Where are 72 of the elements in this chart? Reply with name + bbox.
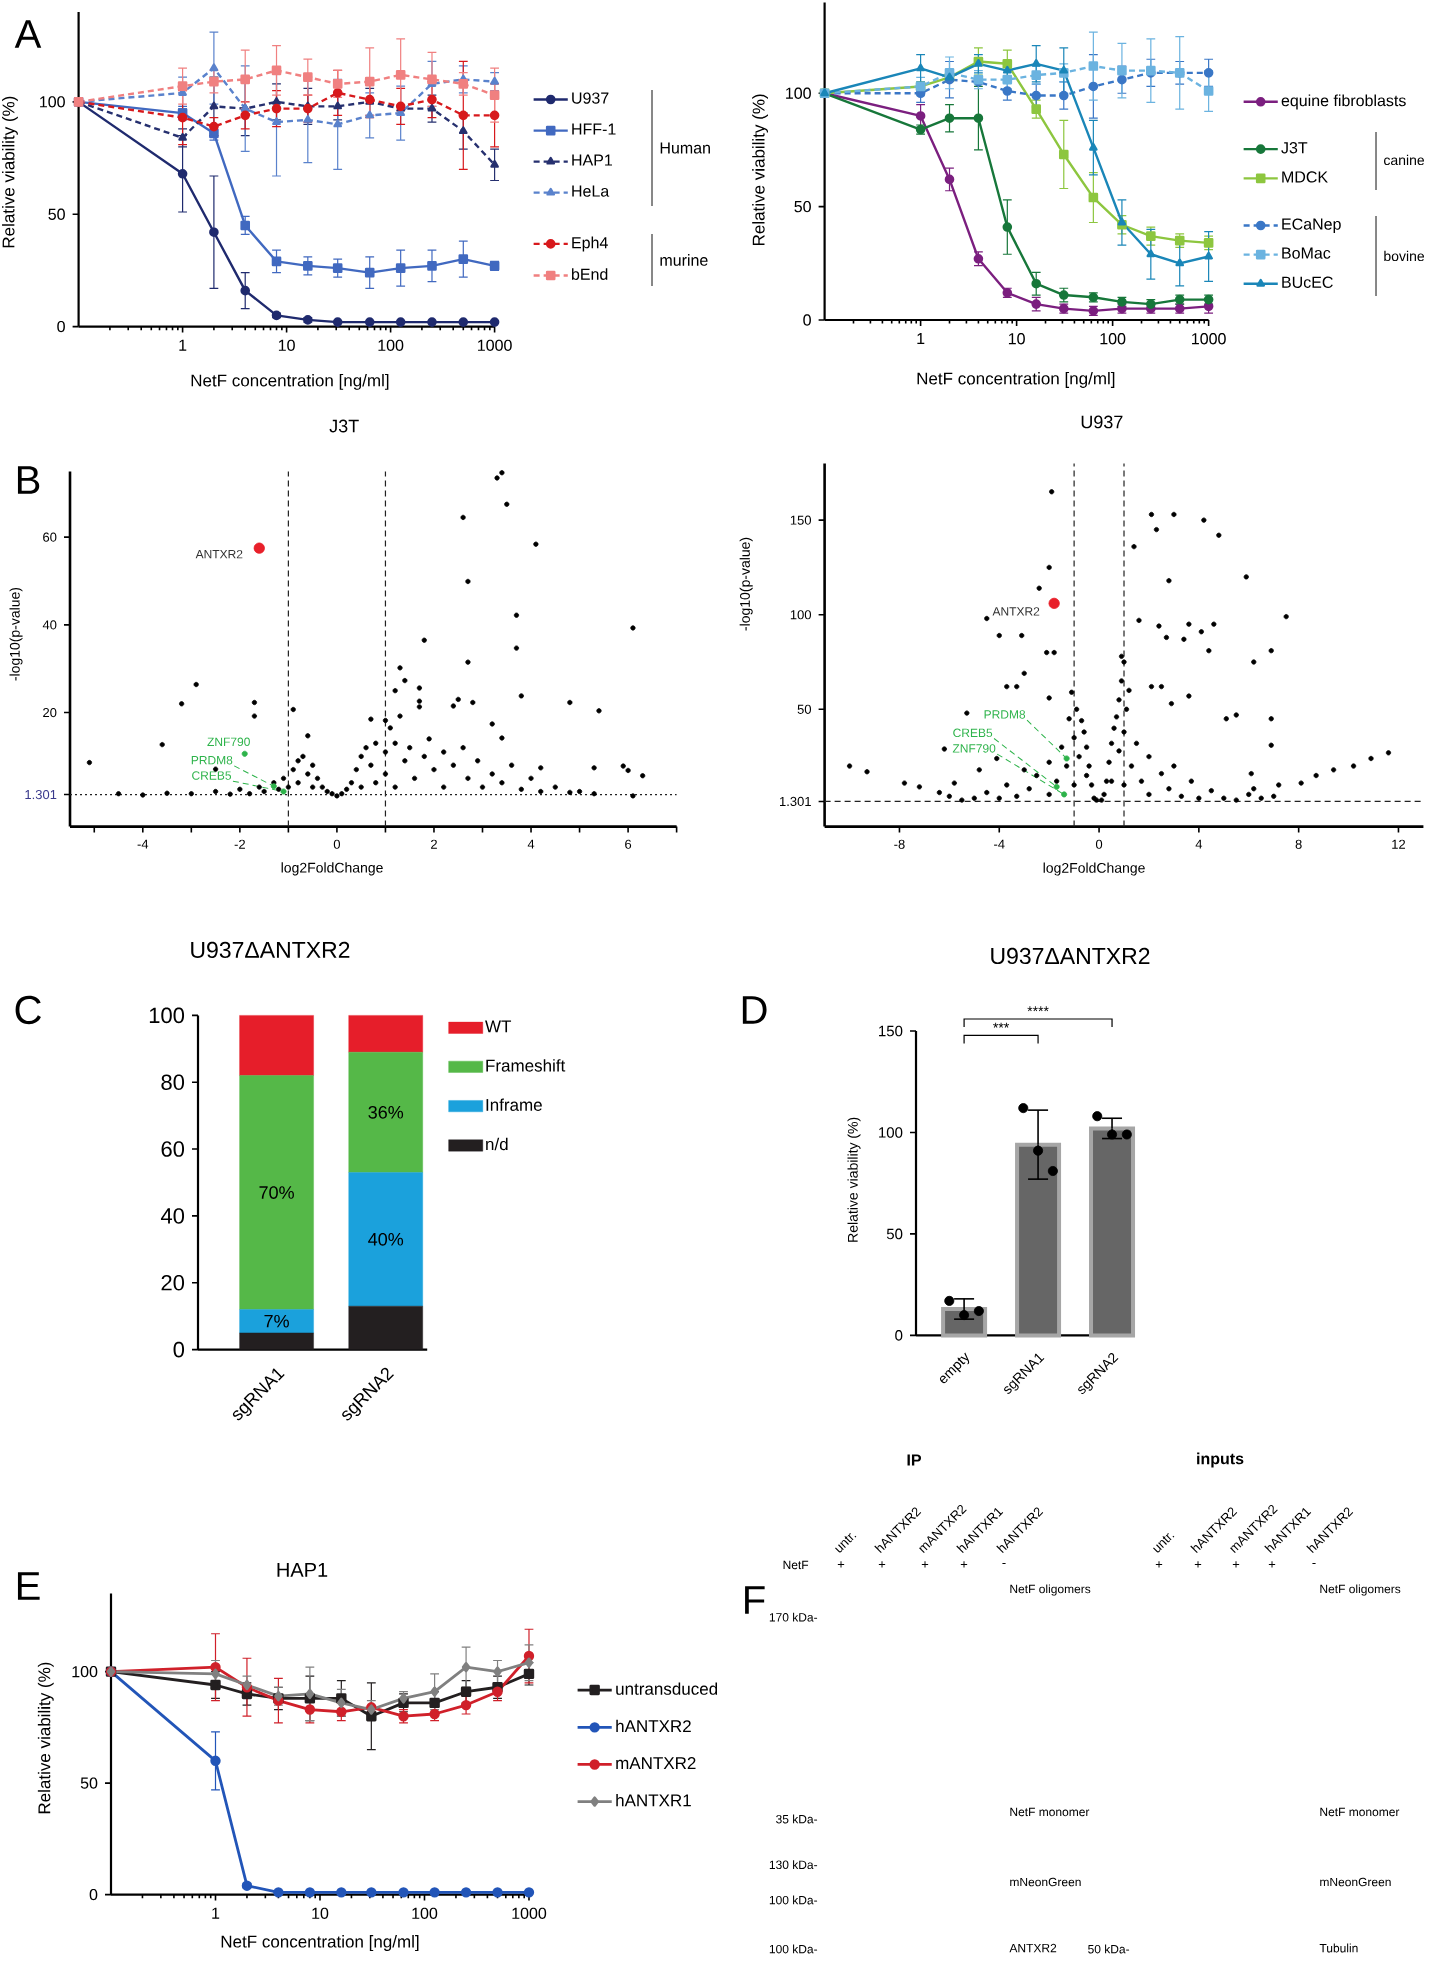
- text: F: [745, 1586, 765, 1614]
- y-tick-label: 0: [89, 1888, 98, 1901]
- x-tick-label: 1: [179, 339, 187, 351]
- y-tick-label: 80: [161, 1074, 185, 1091]
- legend-label: HeLa: [572, 185, 610, 197]
- chart-title: U937ΔANTXR2: [191, 941, 350, 959]
- x-tick-label: 10: [1008, 333, 1025, 345]
- legend-label: Inframe: [486, 1098, 542, 1111]
- y-tick-label: 0: [173, 1341, 185, 1358]
- text: E: [17, 1572, 40, 1600]
- legend-label: HAP1: [572, 154, 612, 166]
- legend-label: HFF-1: [572, 123, 616, 135]
- legend-label: WT: [485, 1020, 512, 1033]
- chart-title: U937: [1081, 415, 1123, 429]
- y-tick-label: 100: [786, 87, 811, 99]
- x-tick-label: 1000: [1192, 333, 1226, 345]
- y-axis-title: Relative viability (%): [2, 96, 18, 248]
- data-label: 7%: [264, 1314, 289, 1328]
- x-tick-label: 100: [1100, 333, 1126, 345]
- legend-label: ECaNep: [1282, 218, 1341, 233]
- chart-title: J3T: [329, 419, 359, 433]
- x-tick-label: 10: [278, 339, 295, 351]
- x-axis-title: NetF concentration [ng/ml]: [191, 374, 389, 390]
- legend-label: Eph4: [572, 236, 608, 252]
- x-tick-label: 100: [378, 339, 404, 351]
- data-label: 40%: [368, 1232, 404, 1246]
- data-label: 70%: [259, 1186, 294, 1199]
- legend-label: U937: [572, 92, 609, 104]
- legend-label: mANTXR2: [616, 1757, 696, 1769]
- y-tick-label: 20: [161, 1274, 185, 1291]
- y-tick-label: 100: [72, 1665, 98, 1678]
- legend-label: untransduced: [616, 1682, 718, 1695]
- y-tick-label: 0: [57, 320, 65, 333]
- y-tick-label: 60: [161, 1141, 185, 1157]
- y-axis-title: Relative viability (%): [752, 94, 768, 245]
- legend-label: hANTXR1: [616, 1793, 691, 1807]
- y-tick-label: 100: [40, 96, 65, 108]
- x-tick-label: 1000: [512, 1907, 547, 1919]
- legend-label: MDCK: [1282, 171, 1328, 183]
- legend-label: bEnd: [572, 268, 608, 280]
- text: A: [14, 20, 42, 48]
- text: IP: [907, 1454, 922, 1466]
- chart-title: HAP1: [277, 1562, 328, 1577]
- x-tick-label: 10: [312, 1907, 329, 1919]
- text: inputs: [1197, 1452, 1244, 1468]
- x-tick-label: 100: [412, 1907, 438, 1919]
- x-axis-title: NetF concentration [ng/ml]: [917, 372, 1115, 388]
- text: Human: [660, 142, 710, 154]
- legend-label: hANTXR2: [616, 1719, 691, 1733]
- y-tick-label: 0: [803, 314, 811, 326]
- text: C: [15, 995, 41, 1025]
- y-tick-label: 50: [80, 1777, 98, 1789]
- legend-label: Frameshift: [486, 1059, 566, 1072]
- legend-label: equine fibroblasts: [1281, 94, 1406, 110]
- x-axis-title: NetF concentration [ng/ml]: [221, 1935, 419, 1951]
- text: murine: [660, 254, 708, 266]
- y-axis-title: Relative viability (%): [37, 1662, 54, 1814]
- legend-label: n/d: [486, 1137, 508, 1151]
- x-tick-label: 1000: [478, 339, 512, 351]
- x-tick-label: 1: [917, 333, 925, 345]
- text: B: [17, 466, 40, 494]
- y-tick-label: 100: [149, 1007, 185, 1024]
- y-tick-label: 50: [794, 200, 811, 213]
- data-label: 36%: [368, 1105, 404, 1119]
- y-tick-label: 40: [160, 1208, 185, 1224]
- legend-label: BUcEC: [1282, 276, 1333, 288]
- text: D: [742, 996, 767, 1024]
- y-tick-label: 50: [48, 208, 65, 220]
- legend-label: BoMac: [1282, 247, 1331, 259]
- chart-title: U937ΔANTXR2: [991, 947, 1150, 965]
- x-tick-label: 1: [212, 1907, 220, 1919]
- legend-label: J3T: [1281, 142, 1308, 154]
